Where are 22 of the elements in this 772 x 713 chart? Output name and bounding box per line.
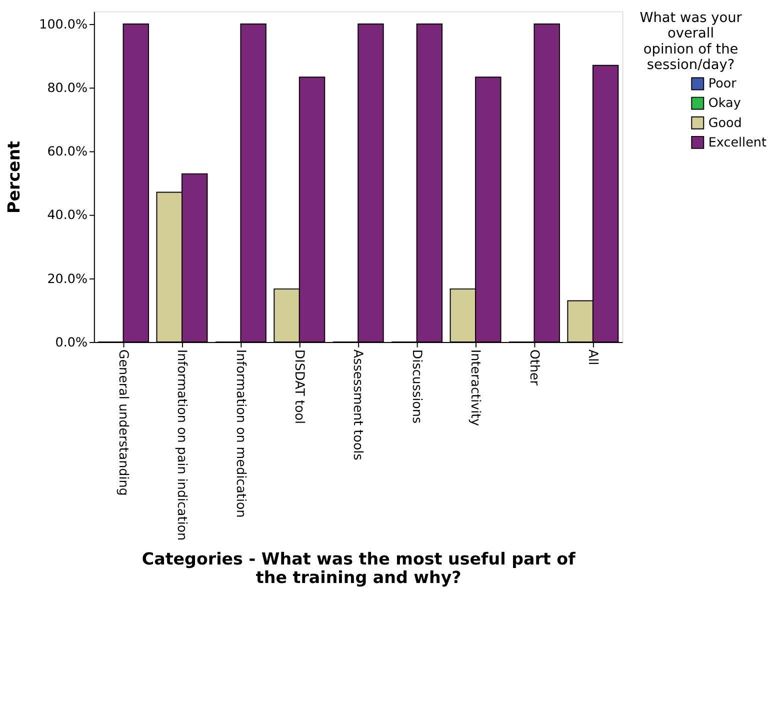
- y-tick-label: 100.0%: [39, 16, 88, 32]
- x-tick-label: Interactivity: [468, 349, 484, 427]
- x-tick-label: Other: [527, 349, 542, 386]
- legend-label: Excellent: [708, 134, 766, 150]
- legend-title: What was your overall opinion of the session/day?: [640, 10, 742, 74]
- y-axis-title: Percent: [4, 140, 24, 214]
- x-tick-label: Assessment tools: [351, 349, 366, 460]
- y-tick-label: 0.0%: [55, 334, 88, 350]
- x-tick-label: Information on medication: [234, 349, 249, 518]
- x-tick-label: All: [586, 349, 602, 366]
- x-axis-title: Categories - What was the most useful part of the training and why?: [142, 550, 576, 588]
- legend-label: Okay: [708, 95, 742, 110]
- x-tick-label: General understanding: [116, 349, 132, 496]
- legend-label: Poor: [708, 76, 738, 91]
- y-tick-label: 60.0%: [47, 144, 88, 159]
- x-tick-label: Information on pain indication: [175, 349, 190, 541]
- legend-label: Good: [708, 114, 742, 130]
- y-tick-label: 80.0%: [47, 80, 88, 96]
- y-tick-label: 40.0%: [47, 207, 88, 222]
- x-tick-label: Discussions: [410, 349, 425, 424]
- y-tick-label: 20.0%: [47, 270, 88, 286]
- x-tick-label: DISDAT tool: [292, 349, 308, 424]
